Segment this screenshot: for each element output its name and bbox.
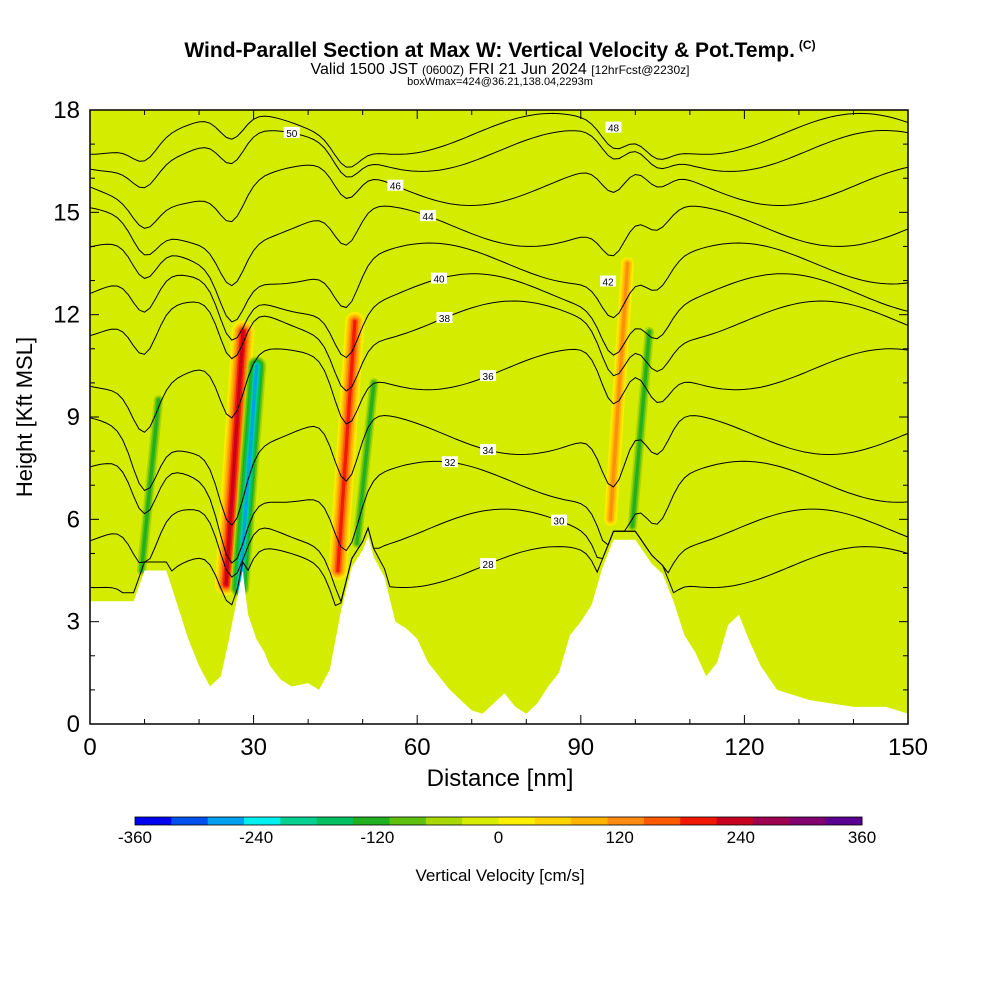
x-tick-label: 60 <box>404 734 431 761</box>
y-tick-label: 0 <box>67 711 80 738</box>
theta-label-bg <box>600 275 617 287</box>
colorbar-swatch <box>316 817 354 825</box>
chart-title: Wind-Parallel Section at Max W: Vertical… <box>184 38 816 62</box>
theta-label: 30 <box>553 517 565 528</box>
downdraft-core-band <box>630 330 651 528</box>
colorbar-swatch <box>280 817 318 825</box>
y-tick-label: 18 <box>53 97 80 124</box>
colorbar-swatch <box>716 817 754 825</box>
theta-contour-30 <box>90 508 908 603</box>
colorbar-frame <box>134 816 863 826</box>
theta-label-bg <box>436 311 453 323</box>
theta-label: 28 <box>483 560 495 571</box>
colorbar-swatch <box>462 817 499 825</box>
theta-label-bg <box>480 370 497 382</box>
updraft-core <box>328 311 365 581</box>
updraft-core <box>214 320 255 596</box>
theta-label-bg <box>480 558 497 570</box>
terrain-mask <box>90 536 908 724</box>
colorbar-tick-label: -360 <box>118 828 152 847</box>
theta-label: 36 <box>483 372 495 383</box>
theta-label: 34 <box>483 446 495 457</box>
theta-label: 40 <box>433 275 445 286</box>
y-axis-label: Height [Kft MSL] <box>12 337 37 497</box>
colorbar-label: Vertical Velocity [cm/s] <box>415 866 584 885</box>
colorbar-swatch <box>425 817 463 825</box>
updraft-core <box>604 257 634 526</box>
x-tick-label: 90 <box>567 734 594 761</box>
theta-label-bg <box>550 514 567 526</box>
colorbar-tick-label: -240 <box>239 828 273 847</box>
theta-contour-34 <box>90 414 908 527</box>
box-info: boxWmax=424@36.21,138.04,2293m <box>407 76 593 88</box>
theta-contour-42 <box>90 242 908 323</box>
theta-label-bg <box>480 444 497 456</box>
theta-label-bg <box>605 121 622 133</box>
theta-label: 44 <box>423 212 435 223</box>
colorbar-tick-label: 120 <box>605 828 633 847</box>
theta-contour-50 <box>90 130 908 189</box>
theta-label-bg <box>420 210 437 222</box>
colorbar-tick-label: 240 <box>727 828 755 847</box>
theta-contour-32 <box>90 460 908 564</box>
theta-contour-48 <box>90 112 908 168</box>
downdraft-core <box>627 326 655 531</box>
updraft-core-band <box>608 261 630 521</box>
colorbar-swatch <box>389 817 427 825</box>
x-tick-label: 0 <box>83 734 96 761</box>
theta-label: 32 <box>444 458 456 469</box>
theta-contour-36 <box>90 348 908 433</box>
theta-label: 42 <box>603 278 615 289</box>
colorbar-tick-label: 0 <box>494 828 503 847</box>
colorbar-swatch <box>244 817 281 825</box>
y-tick-label: 12 <box>53 302 80 329</box>
colorbar-swatch <box>534 817 572 825</box>
theta-contour-44 <box>90 205 908 287</box>
theta-label-bg <box>431 272 448 284</box>
colorbar-swatch <box>607 817 645 825</box>
theta-contour-40 <box>90 273 908 359</box>
colorbar-swatch <box>171 817 209 825</box>
downdraft-core-band <box>238 364 259 590</box>
colorbar-swatch <box>643 817 681 825</box>
theta-contour-28 <box>90 526 908 607</box>
updraft-core-band <box>336 319 357 573</box>
theta-label: 38 <box>439 314 451 325</box>
y-tick-label: 9 <box>67 404 80 431</box>
theta-label: 46 <box>390 182 402 193</box>
chart-subtitle: Valid 1500 JST (0600Z) FRI 21 Jun 2024 [… <box>310 61 690 78</box>
x-tick-label: 150 <box>888 734 928 761</box>
theta-label-bg <box>441 456 458 468</box>
x-tick-label: 30 <box>240 734 267 761</box>
y-tick-label: 15 <box>53 199 80 226</box>
x-axis-label: Distance [nm] <box>427 765 574 792</box>
updraft-core-band <box>224 330 245 586</box>
theta-contour-38 <box>90 300 908 392</box>
colorbar-swatch <box>825 817 863 825</box>
colorbar-swatch <box>498 817 536 825</box>
theta-label-bg <box>387 179 404 191</box>
colorbar-tick-label: 360 <box>848 828 876 847</box>
downdraft-core <box>136 395 164 576</box>
colorbar-swatch <box>789 817 827 825</box>
y-tick-label: 3 <box>67 609 80 636</box>
x-tick-label: 120 <box>724 734 764 761</box>
colorbar-swatch <box>680 817 718 825</box>
colorbar-swatch <box>571 817 609 825</box>
theta-label-bg <box>283 126 300 138</box>
colorbar-swatch <box>135 817 172 825</box>
y-tick-label: 6 <box>67 506 80 533</box>
colorbar-tick-label: -120 <box>360 828 394 847</box>
copyright-mark: (C) <box>798 38 816 52</box>
colorbar-swatch <box>207 817 245 825</box>
downdraft-core <box>230 356 267 598</box>
theta-label: 50 <box>286 129 298 140</box>
colorbar-swatch <box>353 817 390 825</box>
colorbar-swatch <box>752 817 790 825</box>
downdraft-core-band <box>139 398 161 573</box>
theta-contour-46 <box>90 164 908 229</box>
theta-label: 48 <box>608 124 620 135</box>
